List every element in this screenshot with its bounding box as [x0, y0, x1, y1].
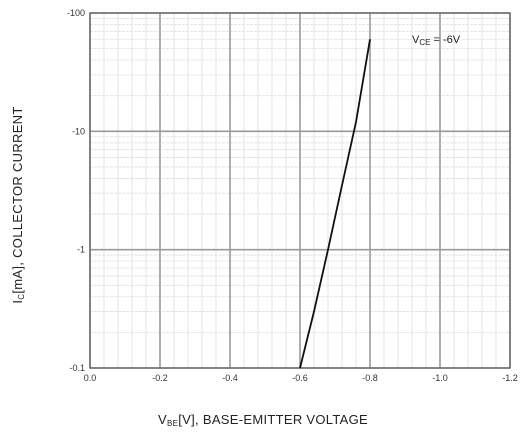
y-tick-label: -100	[67, 8, 85, 18]
series-line	[299, 39, 371, 369]
y-tick-label: -1	[77, 245, 85, 255]
y-axis-label: IC[mA], COLLECTOR CURRENT	[10, 106, 26, 304]
x-tick-label: -1.2	[502, 373, 518, 383]
x-axis-label: VBE[V], BASE-EMITTER VOLTAGE	[157, 412, 369, 428]
x-tick-label: -0.6	[292, 373, 308, 383]
x-tick-label: -1.0	[432, 373, 448, 383]
y-tick-label: -0.1	[69, 363, 85, 373]
x-tick-label: -0.4	[222, 373, 238, 383]
vce-annotation: VCE = -6V	[412, 34, 461, 47]
x-tick-label: 0.0	[84, 373, 97, 383]
x-tick-label: -0.8	[362, 373, 378, 383]
y-tick-label: -10	[72, 126, 85, 136]
y-axis-label-container: IC[mA], COLLECTOR CURRENT	[4, 40, 32, 370]
x-tick-label: -0.2	[152, 373, 168, 383]
